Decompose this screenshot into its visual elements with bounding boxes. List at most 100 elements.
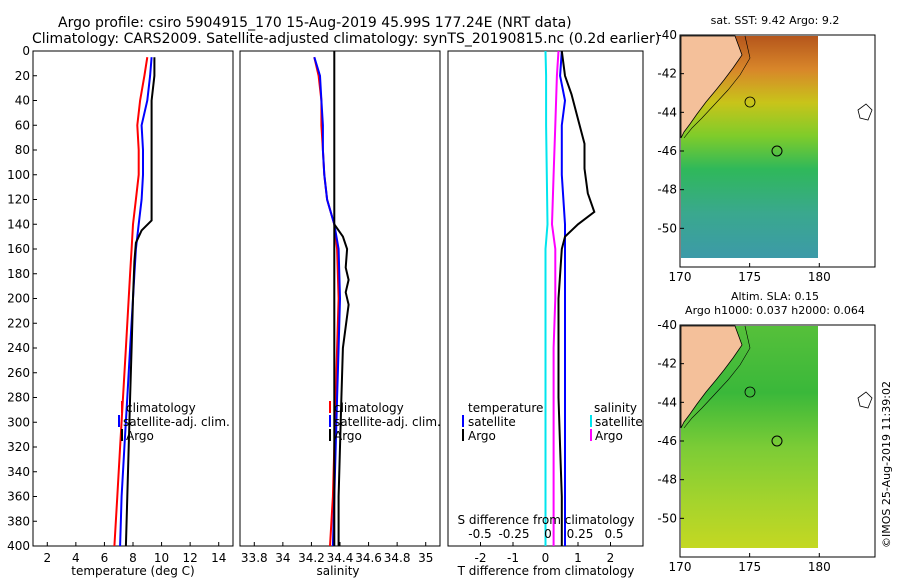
s-tick-label: -0.25 xyxy=(498,527,529,541)
argo-position-marker xyxy=(771,435,783,447)
s-tick-label: 0 xyxy=(544,527,552,541)
depth-tick-label: 220 xyxy=(7,316,30,330)
s-tick-label: 0.25 xyxy=(567,527,594,541)
series-line-argo-profile xyxy=(333,223,350,546)
difference-lines xyxy=(544,50,596,546)
sst-shelf-contour xyxy=(683,35,751,139)
depth-ticks: 0 20 40 60 80 100 120 140 160 180 200 220 240 260 280 3… xyxy=(7,44,452,553)
map-x-tick-label: 180 xyxy=(808,560,831,574)
salinity-panel: 33.8 34 34.2 34.4 34.6 34.8 35 salinity climat… xyxy=(239,50,441,578)
map-y-tick-label: -46 xyxy=(657,434,677,448)
sla-map: Altim. SLA: 0.15 Argo h1000: 0.037 h2000… xyxy=(657,290,876,574)
depth-tick-label: 400 xyxy=(7,539,30,553)
depth-tick-label: 120 xyxy=(7,193,30,207)
x-tick-label: 34.6 xyxy=(355,551,382,565)
map-y-tick-label: -42 xyxy=(657,357,677,371)
map-y-tick-label: -42 xyxy=(657,67,677,81)
depth-tick-label: 380 xyxy=(7,514,30,528)
legend-t-satellite-label: satellite xyxy=(468,415,516,429)
sla-map-ticks: 170 175 180 -40 -42 -44 -46 -48 -50 xyxy=(657,318,830,574)
sla-island-marker xyxy=(744,386,756,398)
depth-tick-label: 360 xyxy=(7,490,30,504)
map-y-tick-label: -44 xyxy=(657,105,677,119)
series-line-temperature-satellite xyxy=(559,50,567,546)
map-x-tick-label: 175 xyxy=(738,270,761,284)
depth-tick-label: 160 xyxy=(7,242,30,256)
salinity-xlabel: salinity xyxy=(316,564,359,578)
x-tick-label: 4 xyxy=(72,551,80,565)
x-tick-label: 6 xyxy=(101,551,109,565)
series-line-salinity-argo xyxy=(550,50,560,546)
legend-satellite-label: satellite-adj. clim. xyxy=(123,415,230,429)
s-tick-label: 0.5 xyxy=(604,527,623,541)
legend-s-satellite-label: satellite xyxy=(595,415,643,429)
argo-position-marker xyxy=(771,145,783,157)
x-tick-label: 35 xyxy=(418,551,433,565)
sst-map: sat. SST: 9.42 Argo: 9.2 170 175 180 -40 -42… xyxy=(657,14,876,284)
depth-tick-label: 180 xyxy=(7,267,30,281)
depth-tick-label: 80 xyxy=(15,143,30,157)
temperature-panel: 0 20 40 60 80 100 120 140 160 180 200 220 240 260 280 3… xyxy=(7,44,452,578)
map-y-tick-label: -48 xyxy=(657,183,677,197)
sst-map-title: sat. SST: 9.42 Argo: 9.2 xyxy=(711,14,840,27)
sla-chatham-islands xyxy=(857,391,873,409)
title-line-2: Climatology: CARS2009. Satellite-adjuste… xyxy=(32,31,660,47)
x-tick-label: 2 xyxy=(43,551,51,565)
s-difference-ticks: -0.5 -0.25 0 0.25 0.5 xyxy=(468,527,623,541)
x-tick-label: 34.4 xyxy=(327,551,354,565)
series-line-climatology xyxy=(113,57,149,547)
series-line-temperature-argo xyxy=(557,50,596,546)
x-tick-label: -1 xyxy=(507,551,519,565)
map-x-tick-label: 170 xyxy=(669,270,692,284)
legend-t-argo-label: Argo xyxy=(468,429,496,443)
depth-tick-label: 300 xyxy=(7,415,30,429)
x-tick-label: -2 xyxy=(475,551,487,565)
map-y-tick-label: -40 xyxy=(657,28,677,42)
x-tick-label: 12 xyxy=(183,551,198,565)
depth-tick-label: 260 xyxy=(7,366,30,380)
temperature-x-ticks: 2 4 6 8 10 12 14 xyxy=(43,542,226,565)
depth-tick-label: 40 xyxy=(15,94,30,108)
legend-climatology-label: climatology xyxy=(334,401,404,415)
depth-tick-label: 140 xyxy=(7,217,30,231)
map-y-tick-label: -46 xyxy=(657,144,677,158)
difference-legend-salinity: salinity satellite Argo xyxy=(590,401,643,443)
depth-tick-label: 200 xyxy=(7,292,30,306)
x-tick-label: 34.8 xyxy=(384,551,411,565)
series-line-argo xyxy=(124,57,156,547)
sst-map-ticks: 170 175 180 -40 -42 -44 -46 -48 -50 xyxy=(657,28,830,284)
x-tick-label: 8 xyxy=(129,551,137,565)
depth-tick-label: 60 xyxy=(15,118,30,132)
series-line-satellite-adj-clim- xyxy=(119,57,153,547)
map-x-tick-label: 180 xyxy=(808,270,831,284)
legend-argo-label: Argo xyxy=(126,429,154,443)
legend-climatology-label: climatology xyxy=(126,401,196,415)
map-y-tick-label: -40 xyxy=(657,318,677,332)
x-tick-label: 14 xyxy=(211,551,226,565)
depth-tick-label: 280 xyxy=(7,391,30,405)
sst-chatham-islands xyxy=(857,103,873,121)
s-difference-xlabel: S difference from climatology xyxy=(458,513,635,527)
x-tick-label: 34.2 xyxy=(298,551,325,565)
temperature-xlabel: temperature (deg C) xyxy=(71,564,194,578)
map-y-tick-label: -50 xyxy=(657,511,677,525)
imos-watermark: ©IMOS 25-Aug-2019 11:39:02 xyxy=(880,381,893,548)
title-line-1: Argo profile: csiro 5904915_170 15-Aug-2… xyxy=(58,15,572,31)
salinity-lines xyxy=(313,51,350,547)
depth-tick-label: 320 xyxy=(7,440,30,454)
map-x-tick-label: 175 xyxy=(738,560,761,574)
depth-tick-label: 0 xyxy=(22,44,30,58)
legend-temperature-title: temperature xyxy=(468,401,543,415)
depth-tick-label: 100 xyxy=(7,168,30,182)
map-x-tick-label: 170 xyxy=(669,560,692,574)
salinity-legend: climatology satellite-adj. clim. Argo xyxy=(329,401,441,443)
x-tick-label: 34 xyxy=(275,551,290,565)
legend-argo-label: Argo xyxy=(334,429,362,443)
depth-tick-label: 20 xyxy=(15,69,30,83)
sla-shelf-contour xyxy=(683,325,751,429)
temperature-legend: climatology satellite-adj. clim. Argo xyxy=(118,401,230,443)
series-line-salinity-satellite xyxy=(544,50,549,546)
sla-land-mass xyxy=(680,325,743,429)
x-tick-label: 1 xyxy=(574,551,582,565)
